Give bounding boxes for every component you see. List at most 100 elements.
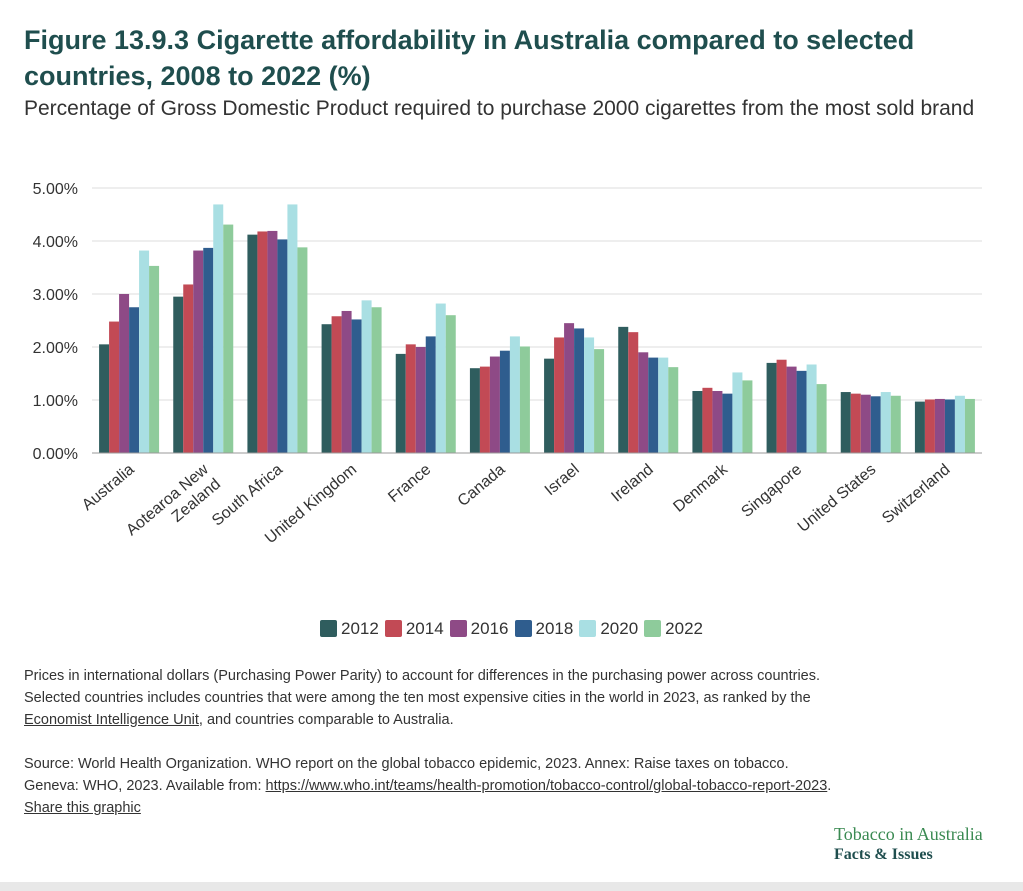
bar-2020 <box>361 300 372 453</box>
y-tick-label: 5.00% <box>33 181 78 198</box>
bar-2018 <box>425 336 436 453</box>
bar-2012 <box>766 362 777 453</box>
brand-title: Tobacco in Australia <box>834 824 983 844</box>
bar-2012 <box>469 368 480 453</box>
bar-2020 <box>213 204 224 453</box>
chart-legend: 2012 2014 2016 2018 2020 2022 <box>0 618 1023 639</box>
bar-2014 <box>554 337 565 453</box>
bar-2016 <box>267 230 278 453</box>
bar-2018 <box>796 370 807 453</box>
bar-2022 <box>594 349 605 453</box>
note-ppp: Prices in international dollars (Purchas… <box>24 668 821 684</box>
bar-2012 <box>840 392 851 453</box>
bar-2012 <box>247 234 258 453</box>
bar-2018 <box>870 396 881 453</box>
bar-2020 <box>806 364 817 453</box>
bar-2014 <box>776 359 787 453</box>
share-graphic-link[interactable]: Share this graphic <box>24 800 141 816</box>
bar-2012 <box>618 326 629 453</box>
y-tick-label: 1.00% <box>33 393 78 410</box>
x-tick-label: Switzerland <box>879 461 953 527</box>
bar-2016 <box>489 356 500 453</box>
legend-item-2018[interactable]: 2018 <box>514 618 574 639</box>
x-tick-label: South Africa <box>209 461 286 530</box>
legend-label: 2018 <box>535 618 574 638</box>
x-tick-label: United States <box>795 461 880 536</box>
bar-2018 <box>648 357 659 453</box>
bar-2014 <box>702 387 713 453</box>
legend-item-2016[interactable]: 2016 <box>449 618 509 639</box>
legend-label: 2022 <box>665 618 703 638</box>
bar-2022 <box>445 315 456 453</box>
bar-2020 <box>435 303 446 453</box>
x-tick-label: Aotearoa NewZealand <box>123 461 224 554</box>
bar-chart: 0.00% 1.00% 2.00% 3.00% 4.00% 5.00% AustraliaA… <box>33 181 982 554</box>
legend-label: 2016 <box>470 618 509 638</box>
legend-label: 2014 <box>405 618 444 638</box>
bar-2016 <box>712 390 723 453</box>
who-report-link[interactable]: https://www.who.int/teams/health-promoti… <box>265 778 828 794</box>
bar-2020 <box>509 336 520 453</box>
y-tick-label: 0.00% <box>33 446 78 463</box>
chart-subtitle: Percentage of Gross Domestic Product req… <box>24 97 975 120</box>
brand-logo: Tobacco in Australia Facts & Issues <box>834 823 983 865</box>
bar-2012 <box>692 390 703 453</box>
legend-label: 2020 <box>600 618 639 638</box>
bar-2022 <box>371 307 382 453</box>
bar-2014 <box>405 344 416 453</box>
bar-2016 <box>341 310 352 453</box>
bar-2014 <box>479 366 490 453</box>
legend-swatch <box>384 619 402 637</box>
bar-2022 <box>668 367 679 453</box>
bar-2016 <box>638 352 649 453</box>
eiu-link[interactable]: Economist Intelligence Unit <box>24 712 199 728</box>
note-selected-countries: Selected countries includes countries th… <box>24 690 811 728</box>
x-tick-label: France <box>385 461 434 506</box>
x-tick-label: Ireland <box>608 461 656 505</box>
bottom-bar <box>0 882 1023 891</box>
bar-2012 <box>321 324 332 453</box>
bar-2020 <box>584 337 595 453</box>
bar-2012 <box>544 358 555 453</box>
bar-2014 <box>257 231 268 453</box>
bar-2018 <box>722 393 733 453</box>
legend-item-2022[interactable]: 2022 <box>644 619 703 639</box>
bar-2016 <box>564 323 575 453</box>
bar-2016 <box>193 250 204 453</box>
bar-2014 <box>109 321 120 453</box>
bar-2022 <box>149 265 160 453</box>
bar-2020 <box>287 204 298 453</box>
bar-2012 <box>914 401 925 453</box>
chart-notes: Prices in international dollars (Purchas… <box>24 665 834 819</box>
bar-2014 <box>183 284 194 453</box>
x-tick-label: Australia <box>79 461 138 514</box>
bar-2018 <box>203 247 214 453</box>
bar-2022 <box>742 380 753 453</box>
bar-2022 <box>964 398 975 453</box>
legend-item-2020[interactable]: 2020 <box>579 619 638 639</box>
bar-2022 <box>297 247 308 453</box>
bar-2022 <box>890 395 901 453</box>
x-tick-label: Denmark <box>670 460 731 515</box>
bar-2014 <box>331 316 342 453</box>
bar-2022 <box>519 346 530 453</box>
bar-2016 <box>119 294 130 453</box>
bar-2020 <box>954 395 965 453</box>
bar-2014 <box>628 332 639 453</box>
brand-subtitle: Facts & Issues <box>834 846 933 863</box>
bar-2018 <box>351 319 362 453</box>
legend-item-2014[interactable]: 2014 <box>384 618 444 639</box>
y-tick-label: 2.00% <box>33 340 78 357</box>
bar-2018 <box>944 399 955 453</box>
x-tick-label: Canada <box>455 461 509 510</box>
bar-2020 <box>658 357 669 453</box>
bar-2012 <box>173 296 184 453</box>
legend-swatch <box>579 619 597 637</box>
bar-2020 <box>139 250 150 453</box>
y-tick-label: 3.00% <box>33 287 78 304</box>
bar-2020 <box>732 372 743 453</box>
bar-2016 <box>415 347 426 453</box>
legend-swatch <box>320 619 338 637</box>
x-tick-label: Israel <box>542 461 583 499</box>
legend-item-2012[interactable]: 2012 <box>320 619 379 639</box>
